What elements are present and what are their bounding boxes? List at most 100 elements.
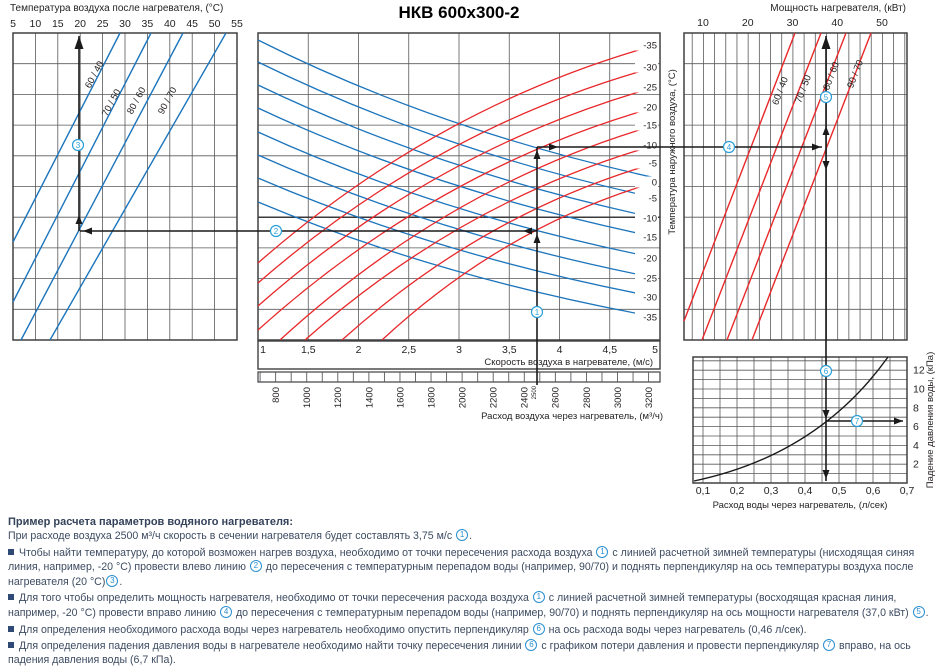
water-y-label: Падение давления воды, (кПа) xyxy=(925,352,936,489)
marker-number: 3 xyxy=(76,141,81,150)
left-chart-title: Температура воздуха после нагревателя, (… xyxy=(10,3,224,14)
mid-red-curve--5 xyxy=(341,162,657,341)
mid-curve-label: -35 xyxy=(643,313,657,324)
flow-axis-label: Расход воздуха через нагреватель, (м³/ч) xyxy=(481,411,663,422)
circled-number-1: 1 xyxy=(596,546,609,559)
mid-blue-curve--20 xyxy=(257,131,657,259)
power-axis-tick: 30 xyxy=(787,17,799,29)
marker-7: 7 xyxy=(850,414,864,428)
notes-body: При расходе воздуха 2500 м³/ч скорость в… xyxy=(8,529,937,667)
left-line-90/70 xyxy=(49,32,227,341)
mid-curve-label: -20 xyxy=(643,254,657,265)
speed-axis-tick: 4,5 xyxy=(602,344,617,356)
arrowhead-down xyxy=(822,161,830,170)
power-chart-title: Мощность нагревателя, (кВт) xyxy=(770,3,906,14)
mid-curve-label: -30 xyxy=(643,63,657,74)
arrowhead-up xyxy=(821,36,831,49)
mid-red-curve--30 xyxy=(257,66,657,284)
left-axis-tick: 30 xyxy=(119,18,131,30)
bullet-square-icon xyxy=(8,625,14,632)
circled-number-2: 2 xyxy=(249,560,262,573)
mid-curve-label: -30 xyxy=(643,293,657,304)
power-line-60/40 xyxy=(683,32,796,322)
marker-number: 7 xyxy=(855,417,860,426)
water-x-tick: 0,2 xyxy=(730,485,745,497)
marker-6: 6 xyxy=(819,364,833,378)
power-line-label: 90 / 70 xyxy=(845,59,866,90)
left-axis-tick: 50 xyxy=(209,18,221,30)
arrowhead-up xyxy=(74,36,84,49)
mid-chart: -35 -30 -25 -20 -15 -10 -5 0 -5 -10 -15 -20 -25 -30 -3… xyxy=(257,32,678,422)
arrowhead-down xyxy=(822,470,830,479)
power-line-90/70 xyxy=(751,32,872,341)
note-bullet: Для определения падения давления воды в … xyxy=(8,639,911,666)
notes: Пример расчета параметров водяного нагре… xyxy=(8,516,937,667)
left-line-70/50 xyxy=(12,32,152,303)
flow-axis-tick: 1800 xyxy=(426,387,437,408)
marker-number: 5 xyxy=(824,93,829,102)
water-y-tick: 10 xyxy=(913,384,925,396)
circled-number-1: 1 xyxy=(456,529,469,542)
arrowhead-right xyxy=(894,417,903,425)
water-x-tick: 0,6 xyxy=(866,485,881,497)
mid-curve-label: -25 xyxy=(643,83,657,94)
bullet-square-icon xyxy=(8,642,14,649)
water-y-tick: 6 xyxy=(913,421,919,433)
left-axis-tick: 20 xyxy=(74,18,86,30)
speed-axis-tick: 2 xyxy=(356,344,362,356)
mid-curve-label: -25 xyxy=(643,274,657,285)
circled-number-3: 3 xyxy=(106,574,119,587)
left-axis-tick: 10 xyxy=(30,18,42,30)
water-y-tick: 4 xyxy=(913,440,919,452)
note-bullet: Чтобы найти температуру, до которой возм… xyxy=(8,546,915,588)
arrowhead-up xyxy=(533,150,541,159)
marker-4: 4 xyxy=(722,140,736,154)
water-x-tick: 0,4 xyxy=(798,485,813,497)
mid-right-axis-label: Температура наружного воздуха, (°C) xyxy=(667,69,678,235)
arrowhead-up xyxy=(75,215,83,224)
flow-axis-tick: 3000 xyxy=(613,387,624,408)
arrowhead-right xyxy=(812,143,821,151)
left-axis-tick: 25 xyxy=(97,18,109,30)
mid-red-curve-0 xyxy=(381,181,657,341)
circled-number-7: 7 xyxy=(823,639,835,652)
arrowhead-up xyxy=(533,234,541,243)
left-axis-tick: 40 xyxy=(164,18,176,30)
flow-axis-special-tick: 2500 xyxy=(532,385,538,399)
flow-axis-tick: 2600 xyxy=(551,387,562,408)
arrowhead-right xyxy=(549,143,558,151)
circled-number-6: 6 xyxy=(525,639,538,652)
water-x-label: Расход воды через нагреватель, (л/сек) xyxy=(713,500,888,511)
left-line-label: 90 / 70 xyxy=(156,85,179,116)
circled-number-6: 6 xyxy=(532,622,545,635)
left-line-60/40 xyxy=(12,32,121,243)
flow-axis-tick: 2000 xyxy=(458,387,469,408)
bullet-square-icon xyxy=(8,549,14,556)
arrowhead-left xyxy=(523,227,532,235)
flow-axis-tick: 1200 xyxy=(333,387,344,408)
mid-blue-curve--5 xyxy=(257,61,657,199)
note-bullet: Для того чтобы определить мощность нагре… xyxy=(8,591,929,619)
water-x-tick: 0,1 xyxy=(696,485,711,497)
speed-axis-tick: 2,5 xyxy=(401,344,416,356)
mid-blue-curve--30 xyxy=(257,177,657,298)
marker-number: 6 xyxy=(824,367,829,376)
left-axis-tick: 55 xyxy=(231,18,243,30)
left-axis-tick: 15 xyxy=(52,18,64,30)
speed-axis-tick: 3,5 xyxy=(502,344,517,356)
water-chart: 0,1 0,2 0,3 0,4 0,5 0,6 0,7 2 4 6 8 10 12 Расход воды… xyxy=(692,352,936,511)
power-chart: 10 20 30 40 50 60 / 40 70 / 50 80 / 60 90 / 70 xyxy=(683,17,908,341)
water-y-tick: 8 xyxy=(913,402,919,414)
mid-blue-curve--10 xyxy=(257,84,657,219)
power-axis-tick: 10 xyxy=(697,17,709,29)
mid-red-curve--25 xyxy=(257,86,657,307)
mid-red-curve--35 xyxy=(257,44,657,264)
water-x-tick: 0,7 xyxy=(900,485,915,497)
mid-curve-label: -20 xyxy=(643,103,657,114)
speed-axis-tick: 4 xyxy=(557,344,563,356)
mid-curve-label: -15 xyxy=(643,121,657,132)
flow-axis-tick: 1600 xyxy=(395,387,406,408)
